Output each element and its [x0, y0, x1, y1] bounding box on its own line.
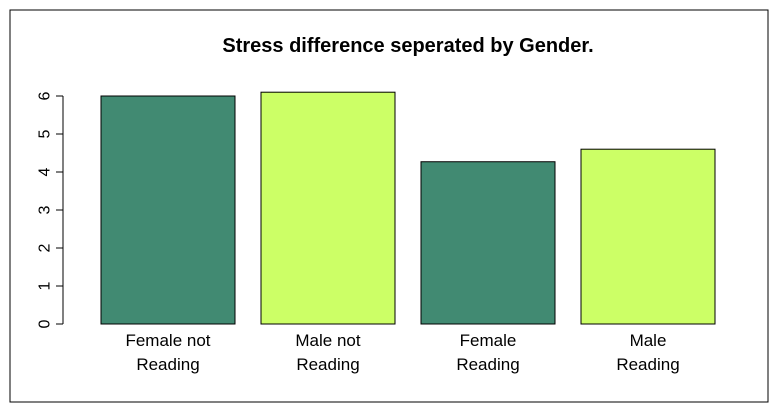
x-tick-label: Male Reading — [616, 331, 679, 374]
x-tick-label: Female not Reading — [125, 331, 210, 374]
x-tick-label: Female Reading — [456, 331, 519, 374]
x-tick-label-line: Female — [460, 331, 517, 350]
y-tick-label: 5 — [37, 129, 54, 138]
bar-3 — [580, 148, 716, 325]
x-tick-label: Male not Reading — [295, 331, 360, 374]
y-tick-label: 4 — [37, 167, 54, 176]
chart-title: Stress difference seperated by Gender. — [222, 35, 593, 57]
y-tick-label: 3 — [37, 205, 54, 214]
x-tick-label-line: Reading — [136, 355, 199, 374]
y-tick-label: 1 — [37, 281, 54, 290]
x-tick-label-line: Reading — [456, 355, 519, 374]
x-tick-label-line: Female not — [125, 331, 210, 350]
y-tick-label: 0 — [37, 319, 54, 328]
plot-frame — [9, 9, 769, 403]
x-tick-label-line: Male not — [295, 331, 360, 350]
y-tick-label: 6 — [37, 91, 54, 100]
x-tick-label-line: Male — [630, 331, 667, 350]
y-tick-label: 2 — [37, 243, 54, 252]
bar-1 — [260, 91, 396, 325]
x-tick-label-line: Reading — [616, 355, 679, 374]
x-axis-labels: Female not Reading Male not Reading Female Re… — [125, 331, 679, 374]
bars-layer — [100, 91, 716, 325]
bar-2 — [420, 161, 556, 325]
y-axis: 0 1 2 3 4 5 6 — [37, 91, 64, 328]
x-tick-label-line: Reading — [296, 355, 359, 374]
bar-0 — [100, 95, 236, 325]
